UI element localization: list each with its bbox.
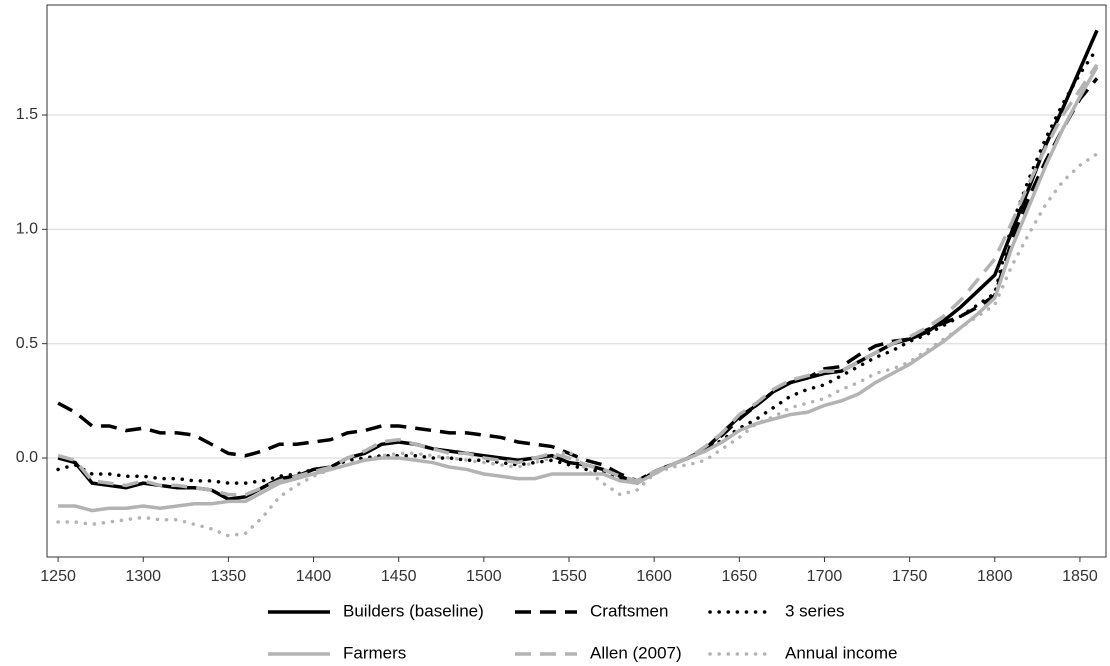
x-tick-label: 1500 [466, 568, 502, 585]
x-tick-label: 1850 [1062, 568, 1098, 585]
x-tick-label: 1450 [381, 568, 417, 585]
x-tick-label: 1600 [636, 568, 672, 585]
x-tick-label: 1700 [807, 568, 843, 585]
x-tick-label: 1650 [722, 568, 758, 585]
series-line [57, 63, 1099, 497]
legend-label: Builders (baseline) [343, 601, 484, 620]
series-line [58, 66, 1099, 513]
y-tick-label: 1.5 [16, 106, 38, 123]
series-line [57, 77, 1099, 483]
y-tick-label: 1.0 [16, 221, 38, 238]
x-tick-label: 1750 [892, 568, 928, 585]
legend-label: Allen (2007) [590, 643, 682, 662]
series-line [57, 29, 1099, 501]
y-tick-label: 0.0 [16, 449, 38, 466]
x-tick-label: 1550 [551, 568, 587, 585]
legend-label: 3 series [785, 601, 845, 620]
series-line [56, 46, 1099, 486]
series-line [56, 152, 1099, 538]
legend-label: Farmers [343, 643, 406, 662]
x-tick-label: 1800 [977, 568, 1013, 585]
legend-label: Annual income [785, 643, 897, 662]
x-tick-label: 1350 [211, 568, 247, 585]
x-tick-label: 1300 [125, 568, 161, 585]
x-tick-label: 1250 [40, 568, 76, 585]
legend-label: Craftsmen [590, 601, 668, 620]
x-tick-label: 1400 [296, 568, 332, 585]
y-tick-label: 0.5 [16, 335, 38, 352]
plot-border [46, 4, 1107, 558]
